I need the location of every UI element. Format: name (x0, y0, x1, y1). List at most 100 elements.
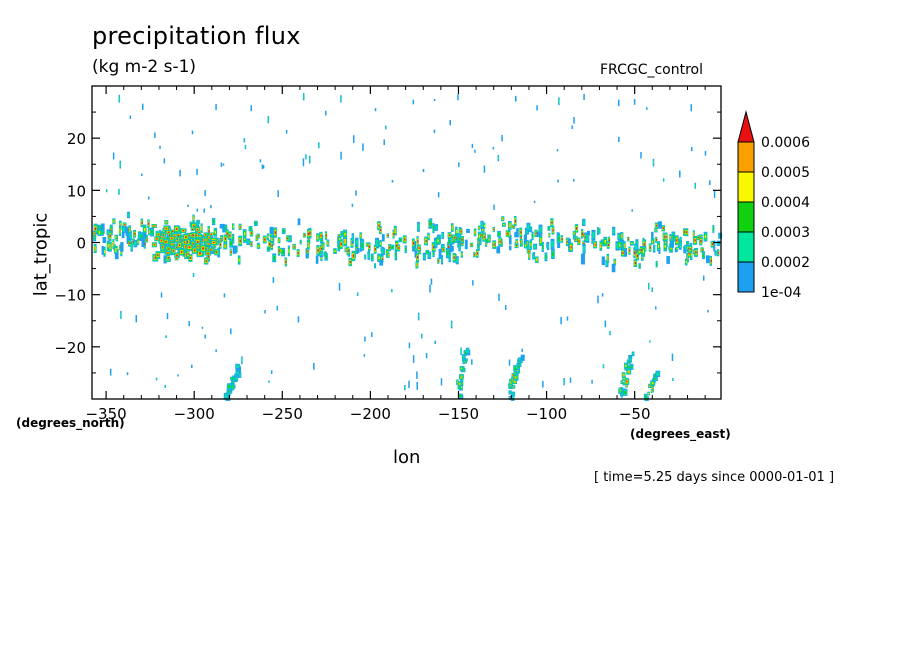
precip-scatter-cell (106, 189, 108, 192)
precip-cell (230, 241, 232, 246)
precip-cell (499, 240, 501, 243)
precip-cell (622, 252, 624, 254)
precip-cluster-cell (165, 227, 167, 230)
precip-cluster-cell (198, 232, 200, 234)
precip-cell (639, 264, 641, 268)
precip-cell (657, 244, 659, 248)
precip-cell (125, 226, 130, 236)
precip-cell (325, 255, 327, 259)
precip-scatter-cell (270, 370, 273, 374)
precip-scatter-cell (449, 119, 451, 126)
precip-cell (193, 217, 195, 220)
precip-cell (516, 244, 518, 246)
precip-cluster-cell (153, 225, 155, 227)
precip-scatter-cell (536, 105, 538, 111)
precip-cluster-cell (210, 249, 212, 251)
precip-cell (652, 241, 654, 243)
precip-cell (611, 263, 616, 273)
precip-front-cell (632, 352, 634, 356)
precip-scatter-cell (204, 334, 206, 339)
precip-cell (717, 252, 719, 254)
colorbar-segment (737, 201, 755, 233)
precip-cell (360, 234, 362, 237)
precip-cell (207, 255, 209, 258)
precip-cell (395, 252, 397, 258)
precip-cell (515, 219, 517, 223)
precip-cell (381, 234, 385, 242)
precip-cell (670, 236, 672, 239)
precip-cell (455, 229, 457, 233)
precip-front-cell (644, 395, 647, 398)
precip-cell (614, 261, 616, 263)
precip-cell (285, 260, 287, 263)
precip-front-cell (462, 355, 465, 359)
precip-cell (273, 255, 276, 260)
precip-cluster-cell (166, 252, 169, 254)
y-tick-label: −20 (54, 339, 86, 357)
precip-cluster-cell (187, 252, 189, 255)
precip-cluster-cell (193, 249, 196, 252)
precip-cell (455, 237, 457, 240)
precip-scatter-cell (188, 321, 190, 327)
precip-cell (671, 235, 673, 239)
colorbar-extend-max (737, 110, 755, 143)
precip-cell (220, 239, 222, 241)
precip-front-cell (623, 374, 625, 376)
precip-cell (309, 231, 311, 235)
precip-cell (391, 246, 394, 249)
precip-cell (382, 258, 384, 260)
precip-cluster-cell (192, 234, 194, 237)
precip-cell (229, 234, 231, 237)
precip-cell (536, 231, 540, 238)
precip-cell (461, 238, 463, 241)
precip-cell (334, 250, 336, 253)
precip-cell (453, 256, 455, 259)
precip-scatter-cell (303, 94, 305, 99)
precip-cell (441, 256, 443, 263)
precip-cell (304, 234, 306, 236)
precip-scatter-cell (440, 378, 443, 386)
precip-cell (107, 244, 109, 248)
precip-cell (575, 239, 577, 241)
precip-cell (165, 221, 167, 223)
precip-cell (586, 230, 590, 236)
precip-scatter-cell (383, 139, 385, 146)
precip-cell (217, 249, 220, 256)
precip-cell (345, 249, 347, 251)
precip-cell (317, 249, 319, 252)
precip-cluster-cell (188, 246, 191, 249)
chart-units: (kg m-2 s-1) (92, 57, 197, 77)
precip-cell (642, 249, 644, 254)
precip-scatter-cell (276, 305, 279, 311)
precip-front-cell (514, 381, 516, 383)
precip-scatter-cell (573, 116, 575, 124)
precip-cell (404, 238, 406, 241)
precip-cell (239, 226, 241, 228)
precip-front-cell (656, 371, 660, 376)
precip-cell (561, 238, 563, 240)
precip-cell (631, 242, 633, 245)
y-tick-label: 0 (76, 235, 86, 253)
precip-cluster-cell (167, 257, 169, 259)
precip-cell (446, 250, 449, 256)
precip-front-cell (629, 357, 632, 362)
precip-scatter-cell (362, 143, 364, 151)
precip-cell (539, 226, 542, 233)
precip-scatter-cell (425, 353, 428, 359)
time-stamp: [ time=5.25 days since 0000-01-01 ] (594, 470, 835, 485)
precip-cell (374, 248, 376, 251)
precip-scatter-cell (193, 273, 195, 277)
precip-cell (129, 242, 131, 245)
precip-cell (428, 253, 431, 258)
precip-cell (666, 255, 670, 264)
precip-scatter-cell (222, 163, 225, 166)
precip-scatter-cell (220, 162, 223, 167)
precip-cell (280, 249, 282, 252)
precip-scatter-cell (259, 159, 262, 163)
precip-front-cell (515, 376, 517, 379)
precip-cell (138, 233, 141, 239)
precip-cell (230, 251, 232, 254)
precip-cell (680, 237, 682, 241)
precip-cell (607, 243, 609, 246)
precip-scatter-cell (245, 145, 247, 149)
